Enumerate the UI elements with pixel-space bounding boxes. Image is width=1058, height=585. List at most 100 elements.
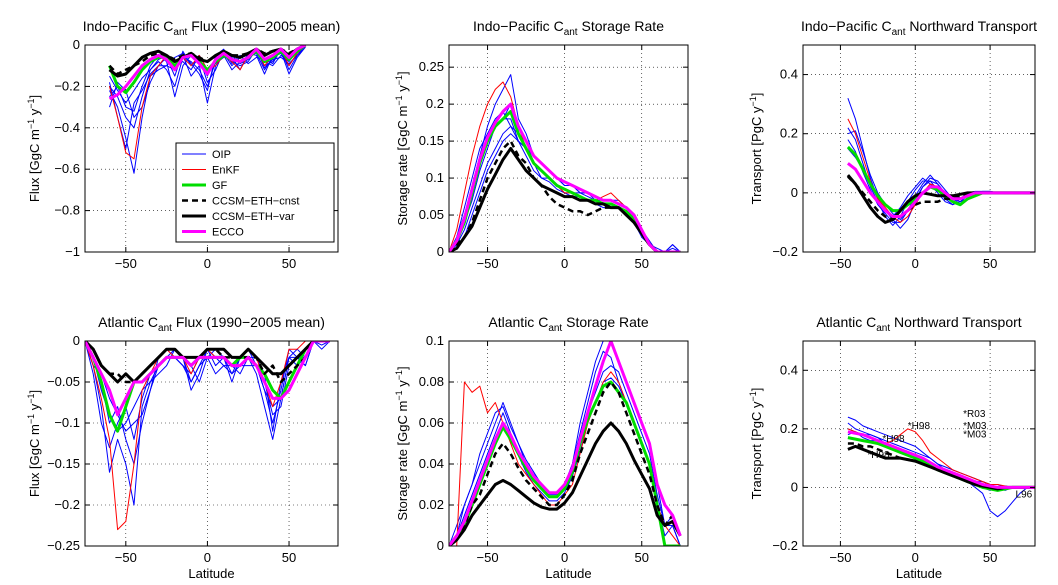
annotation-label: *H98 (867, 450, 890, 461)
y-label-part: ] (395, 366, 410, 370)
annotation-label: L96 (1016, 490, 1033, 501)
x-tick-label: 0 (204, 256, 211, 271)
axes-frame (802, 340, 1036, 547)
y-tick-label: 0.2 (426, 96, 444, 111)
title-main: Atlantic C (816, 314, 876, 330)
y-label-part: −1 (26, 99, 36, 109)
subplot-5: −50 0 50 0 0.02 0.04 0.06 0.08 0.1 Atlantic Cant … (394, 314, 689, 581)
chart-title: Atlantic Cant Northward Transport (816, 314, 1021, 334)
axes-frame (448, 340, 689, 547)
x-tick-label: −50 (829, 550, 851, 565)
plot-area (803, 45, 1035, 252)
x-tick-label: 0 (204, 550, 211, 565)
y-label-part: ] (395, 71, 410, 75)
legend: OIP EnKF GF CCSM−ETH−cnst CCSM−ETH−var ECCO (175, 142, 335, 243)
y-label-part: ] (27, 390, 42, 394)
chart-title: Indo−Pacific Cant Northward Transport (801, 18, 1037, 38)
series-line-11 (108, 45, 307, 101)
series-line-9 (85, 341, 330, 384)
series-line-10 (846, 162, 1035, 218)
series-group (85, 341, 331, 531)
y-label-part: Storage rate [GgC m (395, 401, 410, 521)
y-label-part: −1 (26, 394, 36, 404)
legend-box (175, 142, 335, 243)
y-label-part: y (395, 380, 410, 391)
title-main: Indo−Pacific C (473, 18, 564, 34)
y-label-part: Flux [GgC m (27, 424, 42, 497)
y-tick-label: −0.8 (54, 203, 80, 218)
series-group (847, 416, 1035, 518)
y-tick-label: 0.02 (419, 497, 444, 512)
annotation-label: *M03 (963, 421, 987, 432)
y-label-part: Flux [GgC m (27, 129, 42, 202)
y-label-part: −1 (26, 414, 36, 424)
series-line-8 (108, 45, 307, 95)
subplot-6: −50 0 50 −0.2 0 0.2 0.4 Atlantic Cant Northward… (748, 314, 1036, 581)
plot-area (85, 341, 338, 546)
title-subscript: ant (548, 323, 562, 334)
series-line-10 (449, 147, 681, 252)
axes-frame (448, 44, 689, 253)
x-tick-label: 50 (282, 256, 296, 271)
title-tail: Flux (1990−2005 mean) (187, 18, 340, 34)
y-tick-label: 0.06 (419, 415, 444, 430)
y-label-part: y (395, 85, 410, 96)
y-axis-label: Flux [GgC m−1 y−1] (26, 95, 42, 202)
chart-title: Indo−Pacific Cant Storage Rate (473, 18, 664, 38)
y-axis-label: Transport [PgC y−1] (748, 93, 764, 205)
y-axis-label: Storage rate [GgC m−1 y−1] (394, 71, 410, 225)
series-group (108, 45, 307, 174)
legend-label: OIP (212, 149, 231, 161)
x-axis-label: Latitude (545, 566, 591, 581)
y-tick-label: 0.4 (780, 67, 798, 82)
y-tick-label: 0 (437, 244, 444, 259)
subplot-4: −50 0 50 −0.25 −0.2 −0.15 −0.1 −0.05 0 Atlantic C… (26, 314, 339, 581)
plot-area (449, 341, 688, 546)
subplot-3: −50 0 50 −0.2 0 0.2 0.4 Indo−Pacific Cant North… (748, 18, 1037, 271)
series-line-11 (449, 102, 681, 252)
axes-frame (84, 340, 339, 547)
series-line-10 (85, 341, 330, 417)
chart-title: Indo−Pacific Cant Flux (1990−2005 mean) (83, 18, 341, 38)
y-tick-label: −0.25 (47, 538, 80, 553)
y-tick-label: −0.4 (54, 120, 80, 135)
subplot-2: −50 0 50 0 0.05 0.1 0.15 0.2 0.25 Indo−Pacific Ca… (394, 18, 689, 271)
legend-label: CCSM−ETH−var (212, 211, 295, 223)
x-axis-label: Latitude (188, 566, 234, 581)
x-tick-label: 50 (983, 550, 997, 565)
title-tail: Flux (1990−2005 mean) (172, 314, 325, 330)
title-subscript: ant (876, 323, 890, 334)
y-tick-label: −1 (65, 244, 80, 259)
legend-label: ECCO (212, 227, 244, 239)
chart-title: Atlantic Cant Flux (1990−2005 mean) (98, 314, 325, 334)
y-label-part: ] (27, 95, 42, 99)
y-tick-label: 0.15 (419, 133, 444, 148)
y-tick-label: −0.2 (772, 244, 798, 259)
x-tick-label: −50 (829, 256, 851, 271)
y-tick-label: −0.1 (54, 415, 80, 430)
series-group (846, 98, 1035, 229)
y-label-part: Transport [PgC y (749, 401, 764, 499)
title-subscript: ant (158, 323, 172, 334)
y-tick-label: 0.05 (419, 207, 444, 222)
y-tick-label: −0.6 (54, 161, 80, 176)
series-line-7 (449, 380, 682, 546)
y-label-part: −1 (394, 390, 404, 400)
series-line-9 (449, 341, 682, 546)
y-tick-label: 0 (437, 538, 444, 553)
x-tick-label: −50 (115, 256, 137, 271)
x-tick-label: 50 (983, 256, 997, 271)
y-tick-label: −0.05 (47, 374, 80, 389)
y-label-part: −1 (394, 75, 404, 85)
title-subscript: ant (564, 27, 578, 38)
x-tick-label: 0 (912, 550, 919, 565)
series-line-9 (449, 139, 681, 252)
plot-area (449, 45, 688, 252)
title-main: Atlantic C (98, 314, 158, 330)
series-group (449, 341, 682, 546)
y-tick-label: −0.2 (54, 497, 80, 512)
annotation-label: *M03 (963, 430, 987, 441)
title-subscript: ant (892, 27, 906, 38)
